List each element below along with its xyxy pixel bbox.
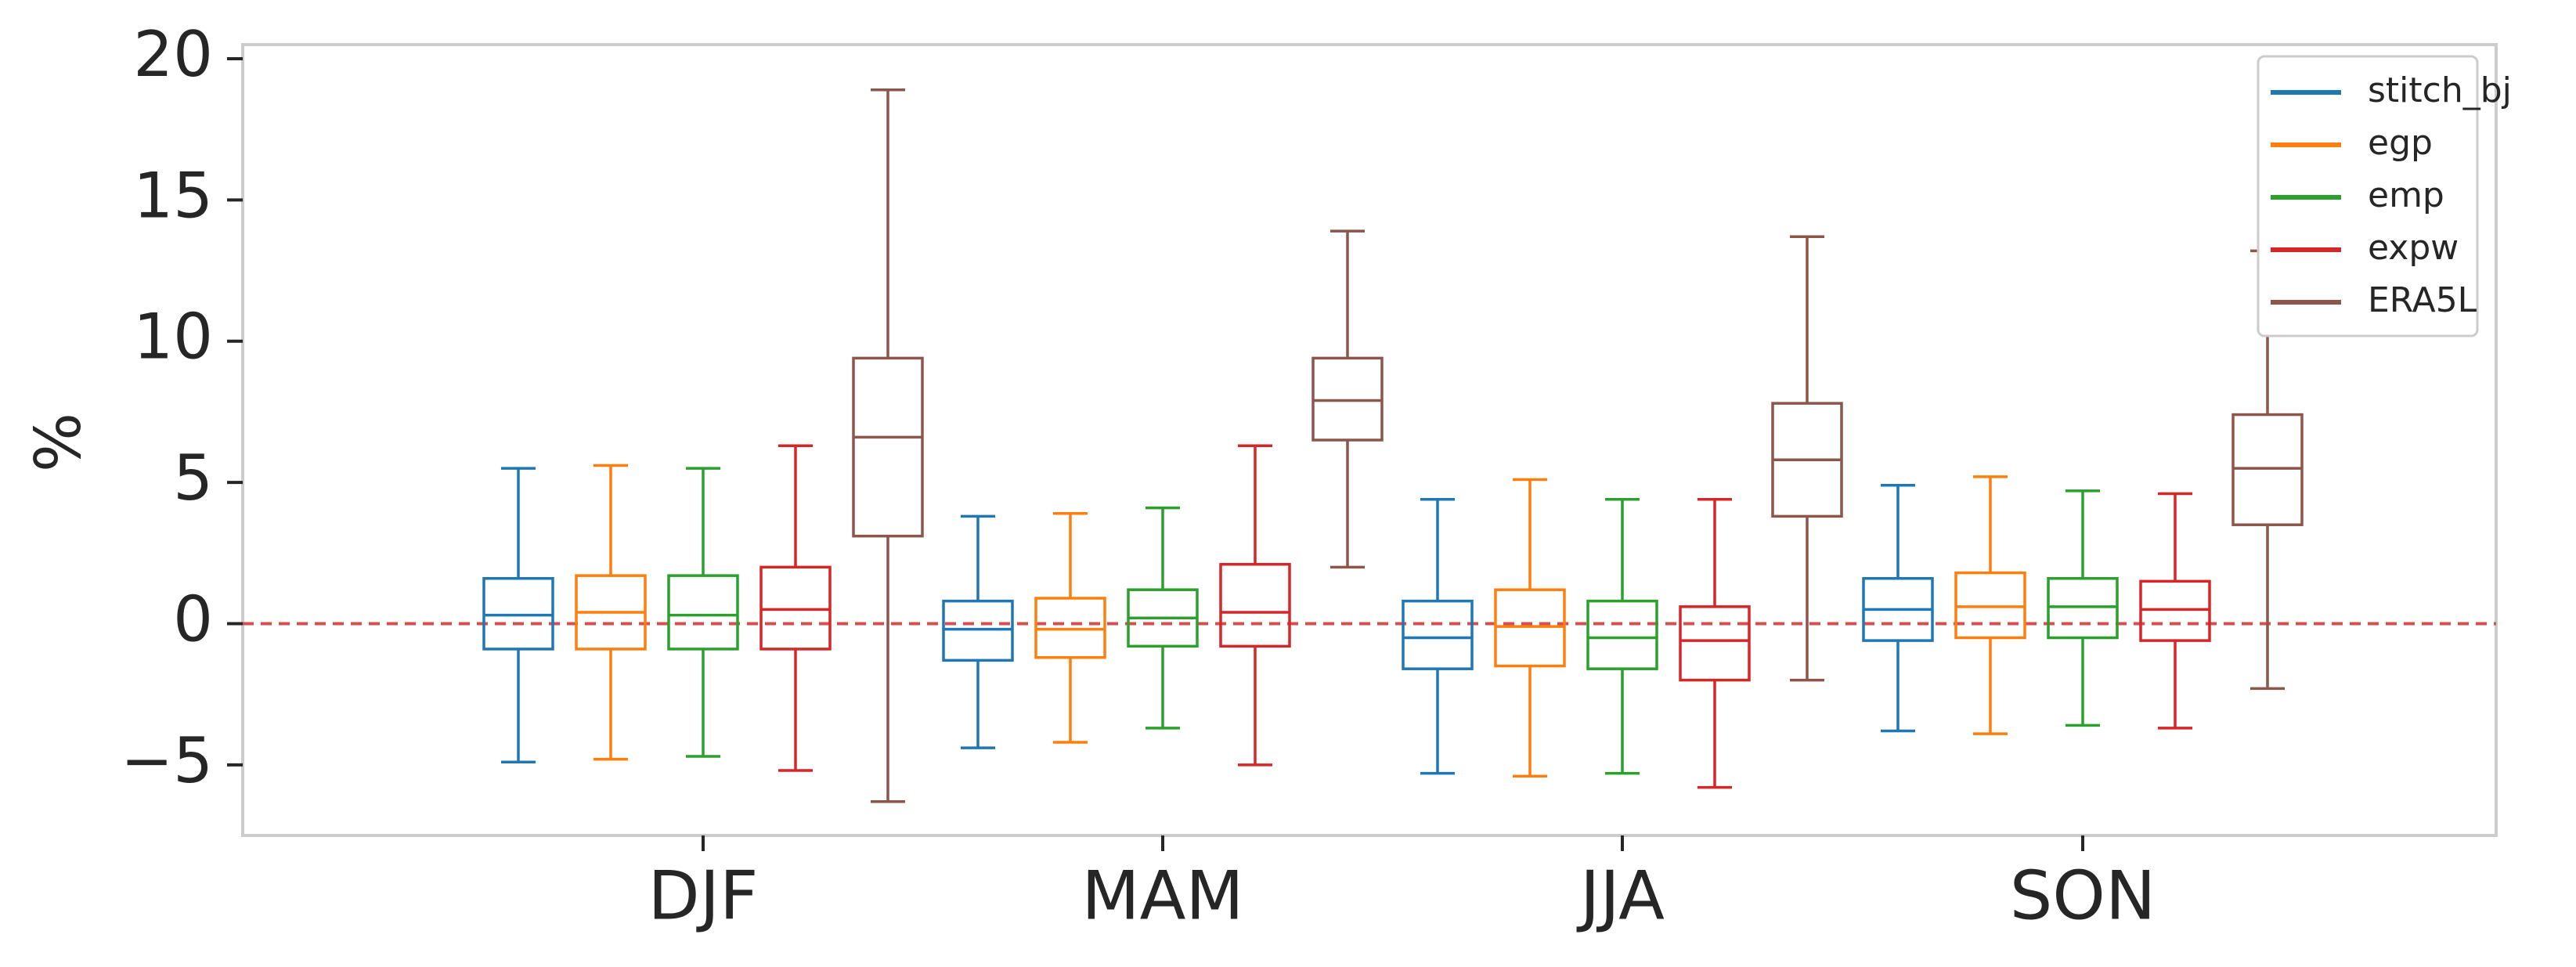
box-egp-son: [1954, 475, 2026, 735]
box-iqr: [2139, 579, 2211, 642]
y-tick-label: 20: [133, 18, 213, 91]
legend-label-egp: egp: [2368, 123, 2433, 163]
box-emp-son: [2047, 489, 2119, 727]
legend-box: [2257, 55, 2479, 337]
box-iqr: [1494, 588, 1566, 668]
box-stitch_bj-mam: [942, 514, 1014, 749]
legend-label-expw: expw: [2368, 228, 2459, 268]
legend-label-emp: emp: [2368, 175, 2444, 215]
box-emp-djf: [667, 467, 739, 758]
x-tick-label-jja: JJA: [1576, 857, 1665, 935]
box-iqr: [1219, 562, 1291, 648]
x-tick-label-son: SON: [2010, 857, 2156, 935]
box-iqr: [1034, 597, 1106, 659]
box-stitch_bj-djf: [482, 467, 554, 763]
box-iqr: [1311, 356, 1384, 442]
box-iqr: [852, 356, 924, 538]
box-emp-jja: [1586, 498, 1658, 775]
box-iqr: [1954, 571, 2026, 640]
box-egp-djf: [575, 464, 647, 761]
box-iqr: [2231, 413, 2304, 526]
y-tick-label: 5: [173, 442, 213, 514]
box-era5l-jja: [1771, 235, 1843, 682]
box-expw-mam: [1219, 444, 1291, 767]
x-tick-label-mam: MAM: [1081, 857, 1243, 935]
box-iqr: [2047, 577, 2119, 640]
y-axis-label: %: [22, 413, 95, 472]
box-egp-jja: [1494, 478, 1566, 778]
box-expw-jja: [1679, 498, 1751, 789]
legend-label-stitch_bj: stitch_bj: [2368, 70, 2512, 110]
y-tick-label: 10: [133, 301, 213, 373]
y-tick-label: 15: [133, 159, 213, 232]
box-expw-son: [2139, 492, 2211, 730]
box-iqr: [1586, 599, 1658, 670]
y-tick-label: −5: [121, 724, 213, 797]
box-era5l-mam: [1311, 229, 1384, 569]
y-tick-label: 0: [173, 583, 213, 655]
box-iqr: [1402, 599, 1474, 670]
box-iqr: [667, 574, 739, 651]
legend-label-era5l: ERA5L: [2368, 280, 2477, 320]
x-tick-label-djf: DJF: [648, 857, 758, 935]
box-iqr: [942, 599, 1014, 662]
box-iqr: [482, 577, 554, 651]
box-iqr: [759, 565, 832, 651]
box-iqr: [1679, 605, 1751, 682]
box-stitch_bj-jja: [1402, 498, 1474, 775]
box-era5l-djf: [852, 88, 924, 803]
plot-frame: [241, 43, 2498, 837]
box-stitch_bj-son: [1862, 483, 1934, 733]
box-expw-djf: [759, 444, 832, 772]
box-emp-mam: [1127, 506, 1199, 730]
box-egp-mam: [1034, 512, 1106, 744]
